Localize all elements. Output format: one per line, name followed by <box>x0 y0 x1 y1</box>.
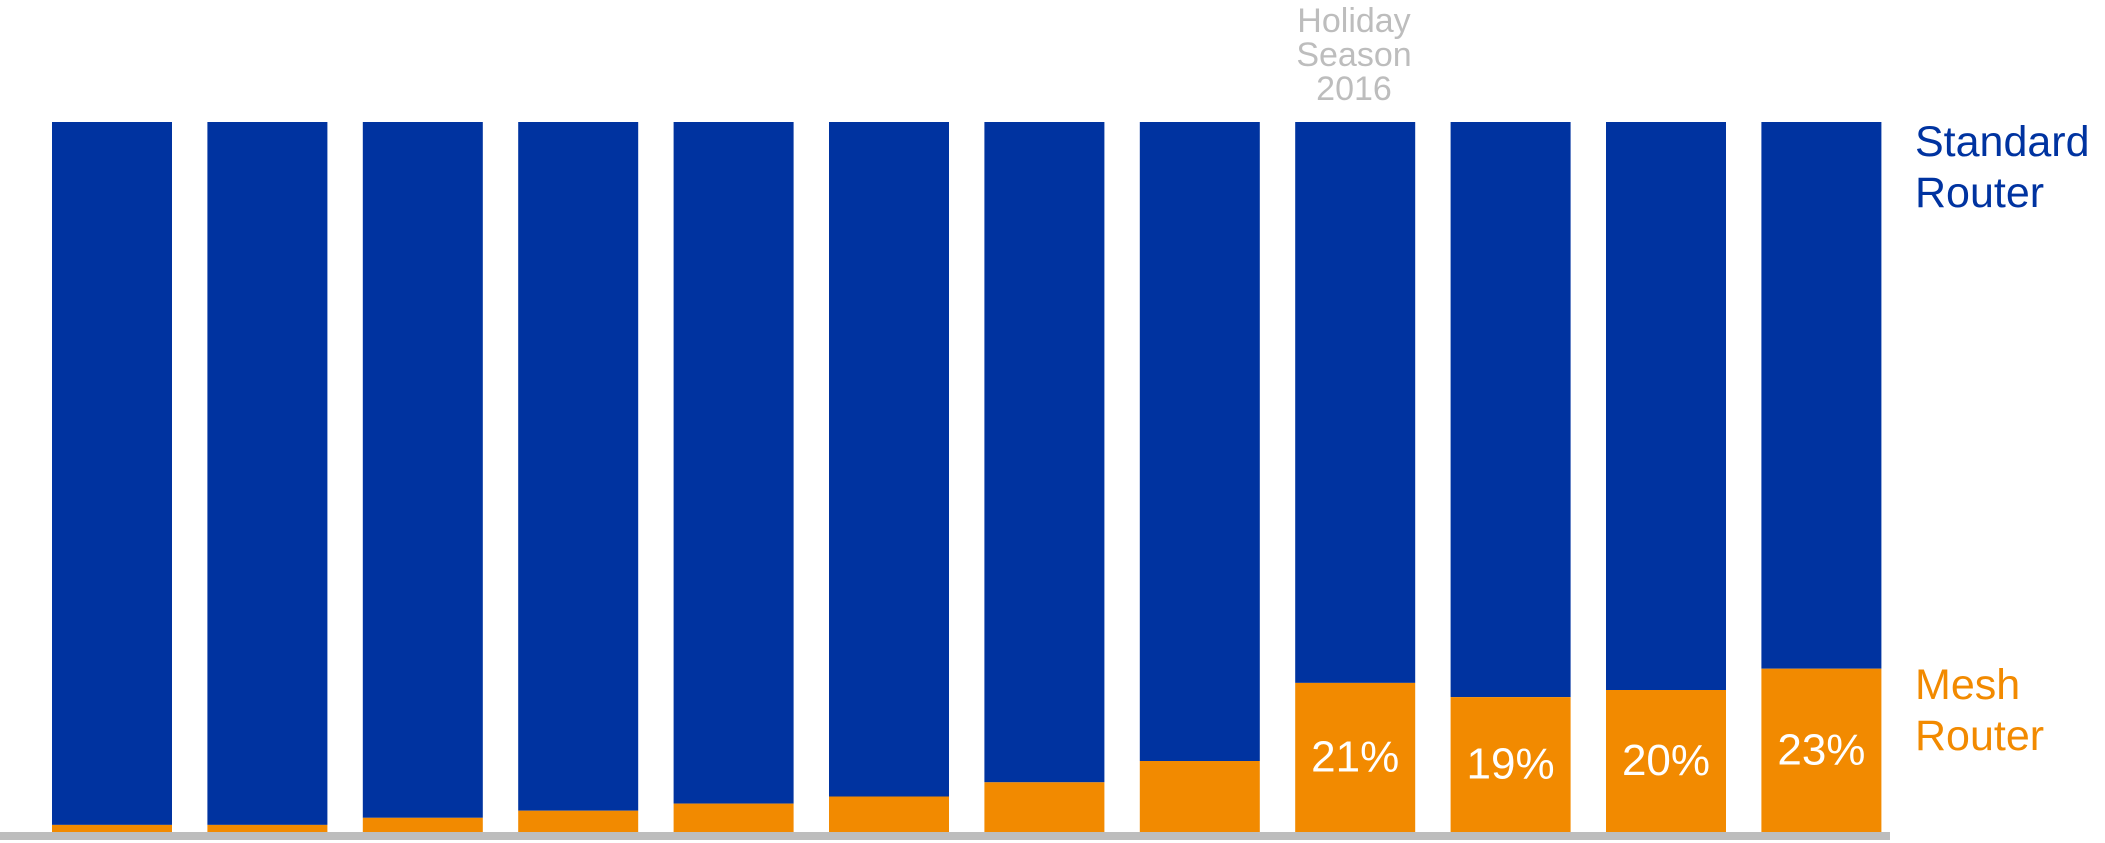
holiday-season-annotation: Holiday Season 2016 <box>1276 4 1432 106</box>
legend-mesh-line-1: Mesh <box>1915 661 2021 709</box>
bar-standard-router-12 <box>1761 122 1882 669</box>
bar-mesh-router-12 <box>1761 668 1882 832</box>
data-label-mesh-10: 19% <box>1467 740 1555 789</box>
legend-standard-router: Standard Router <box>1915 117 2090 219</box>
data-label-mesh-9: 21% <box>1311 732 1399 781</box>
bar-mesh-router-9 <box>1295 682 1416 832</box>
bar-mesh-router-3 <box>362 817 483 832</box>
bar-standard-router-7 <box>984 122 1105 783</box>
bar-mesh-router-6 <box>829 796 949 832</box>
bar-mesh-router-4 <box>518 810 639 832</box>
bar-mesh-router-8 <box>1139 761 1260 832</box>
bar-standard-router-8 <box>1139 122 1260 761</box>
annotation-line-2: Season <box>1296 36 1412 74</box>
legend-mesh-line-2: Router <box>1915 712 2045 760</box>
bar-standard-router-9 <box>1295 122 1416 683</box>
bar-standard-router-6 <box>829 122 949 797</box>
legend-standard-line-2: Router <box>1915 169 2045 217</box>
bar-mesh-router-10 <box>1450 697 1571 832</box>
annotation-line-1: Holiday <box>1297 2 1411 40</box>
bar-standard-router-11 <box>1606 122 1726 690</box>
bar-mesh-router-2 <box>207 824 328 832</box>
bar-mesh-router-7 <box>984 782 1105 832</box>
bar-standard-router-5 <box>673 122 794 804</box>
bar-standard-router-1 <box>52 122 172 825</box>
bar-mesh-router-11 <box>1606 690 1726 832</box>
data-label-mesh-12: 23% <box>1777 725 1865 774</box>
bar-standard-router-4 <box>518 122 639 811</box>
bar-standard-router-2 <box>207 122 328 825</box>
annotation-line-3: 2016 <box>1316 70 1392 108</box>
legend-mesh-router: Mesh Router <box>1915 660 2044 762</box>
bar-standard-router-10 <box>1450 122 1571 698</box>
legend-standard-line-1: Standard <box>1915 118 2090 166</box>
bar-mesh-router-5 <box>673 803 794 832</box>
bar-standard-router-3 <box>362 122 483 818</box>
data-label-mesh-11: 20% <box>1622 736 1710 785</box>
bar-mesh-router-1 <box>52 824 172 832</box>
